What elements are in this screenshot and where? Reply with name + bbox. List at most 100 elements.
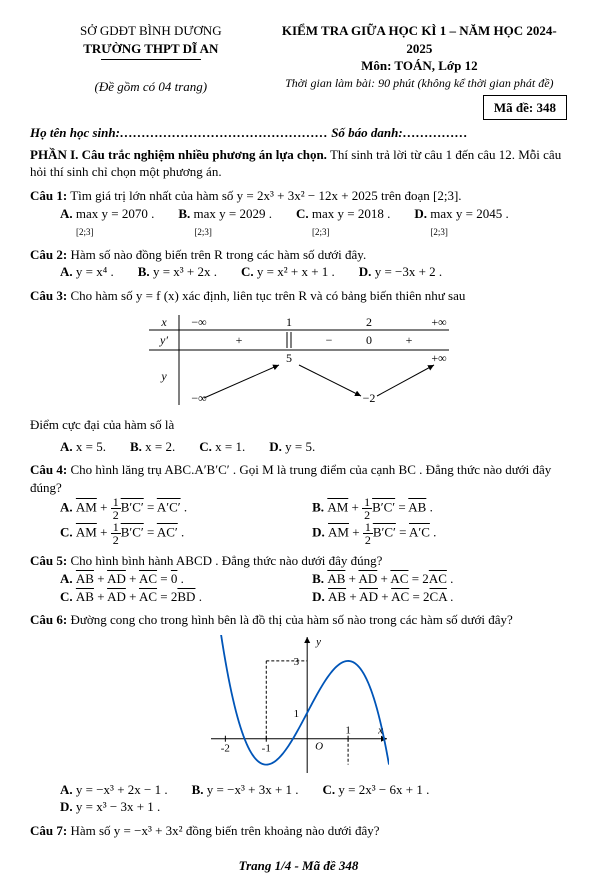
q6-label: Câu 6: [30, 612, 67, 627]
q6: Câu 6: Đường cong cho trong hình bên là … [30, 611, 567, 629]
q3-B-t: x = 2. [145, 439, 175, 454]
q3-A: A. x = 5. [60, 438, 106, 456]
q4-options: A. AM + 12B′C′ = A′C′ . B. AM + 12B′C′ =… [60, 496, 567, 546]
q4-label: Câu 4: [30, 462, 67, 477]
svg-text:+∞: +∞ [431, 315, 446, 329]
q4: Câu 4: Cho hình lăng trụ ABC.A′B′C′ . Gọ… [30, 461, 567, 496]
q1-D: D. max y = 2045 .[2;3] [414, 205, 508, 240]
variation-table: x y′ y −∞ 1 2 +∞ + − 0 + 5 +∞ −∞ −2 [139, 310, 459, 410]
svg-text:5: 5 [286, 351, 292, 365]
q6-B: B. y = −x³ + 3x + 1 . [192, 781, 299, 799]
q5-B: B. AB + AD + AC = 2AC . [312, 570, 540, 588]
q2-label: Câu 2: [30, 247, 67, 262]
q1-D-t: max y = 2045 . [430, 206, 508, 221]
q6-D: D. y = x³ − 3x + 1 . [60, 798, 160, 816]
q1: Câu 1: Tìm giá trị lớn nhất của hàm số y… [30, 187, 567, 205]
q2-D: D. y = −3x + 2 . [359, 263, 442, 281]
q5-label: Câu 5: [30, 553, 67, 568]
svg-text:y′: y′ [159, 333, 168, 347]
q2-D-t: y = −3x + 2 . [375, 264, 443, 279]
q1-options: A. max y = 2070 .[2;3] B. max y = 2029 .… [60, 205, 567, 240]
q5-C: C. AB + AD + AC = 2BD . [60, 588, 288, 606]
q2-A-t: y = x⁴ . [76, 264, 114, 279]
q6-C: C. y = 2x³ − 6x + 1 . [323, 781, 430, 799]
q6-options: A. y = −x³ + 2x − 1 . B. y = −x³ + 3x + … [60, 781, 567, 816]
q7-text: Hàm số y = −x³ + 3x² đồng biến trên khoả… [70, 823, 379, 838]
exam-code: Mã đề: 348 [483, 95, 567, 121]
part1: PHẦN I. Câu trắc nghiệm nhiều phương án … [30, 146, 567, 181]
svg-text:+: + [235, 333, 242, 347]
q2-B-t: y = x³ + 2x . [153, 264, 217, 279]
svg-text:+: + [405, 333, 412, 347]
q6-text: Đường cong cho trong hình bên là đồ thị … [70, 612, 512, 627]
svg-text:1: 1 [293, 707, 299, 719]
q1-B-s: [2;3] [194, 227, 212, 237]
q1-A-t: max y = 2070 . [76, 206, 154, 221]
svg-text:0: 0 [366, 333, 372, 347]
q5-options: A. AB + AD + AC = 0 . B. AB + AD + AC = … [60, 570, 567, 605]
q5: Câu 5: Cho hình bình hành ABCD . Đẳng th… [30, 552, 567, 570]
time-text: Thời gian làm bài: 90 phút (không kể thờ… [285, 76, 553, 90]
q1-D-s: [2;3] [430, 227, 448, 237]
svg-text:+∞: +∞ [431, 351, 446, 365]
q2-C-t: y = x² + x + 1 . [257, 264, 335, 279]
q6-A: A. y = −x³ + 2x − 1 . [60, 781, 168, 799]
svg-text:−2: −2 [362, 391, 375, 405]
svg-text:2: 2 [366, 315, 372, 329]
hr [101, 59, 201, 60]
q3-post: Điểm cực đại của hàm số là [30, 416, 567, 434]
q2-C: C. y = x² + x + 1 . [241, 263, 335, 281]
q6-B-t: y = −x³ + 3x + 1 . [207, 782, 299, 797]
svg-text:3: 3 [293, 656, 299, 668]
header-left: SỞ GDĐT BÌNH DƯƠNG TRƯỜNG THPT DĨ AN (Đề… [30, 22, 272, 120]
q3-text: Cho hàm số y = f (x) xác định, liên tục … [70, 288, 465, 303]
time: Thời gian làm bài: 90 phút (không kể thờ… [272, 75, 567, 91]
svg-text:1: 1 [286, 315, 292, 329]
q6-C-t: y = 2x³ − 6x + 1 . [338, 782, 429, 797]
dept: SỞ GDĐT BÌNH DƯƠNG [30, 22, 272, 40]
q4-B: B. AM + 12B′C′ = AB . [312, 496, 540, 521]
q4-A: A. AM + 12B′C′ = A′C′ . [60, 496, 288, 521]
q7-label: Câu 7: [30, 823, 67, 838]
q1-C-t: max y = 2018 . [312, 206, 390, 221]
q3-C: C. x = 1. [199, 438, 245, 456]
q5-A: A. AB + AD + AC = 0 . [60, 570, 288, 588]
q2: Câu 2: Hàm số nào đồng biến trên R trong… [30, 246, 567, 264]
q3: Câu 3: Cho hàm số y = f (x) xác định, li… [30, 287, 567, 305]
svg-text:x: x [160, 315, 167, 329]
exam-title: KIỂM TRA GIỮA HỌC KÌ 1 – NĂM HỌC 2024-20… [272, 22, 567, 57]
name-line: Họ tên học sinh:………………………………………… [30, 125, 328, 140]
q3-D-t: y = 5. [285, 439, 315, 454]
q6-graph: 31O-2-11xy [209, 635, 389, 775]
svg-text:y: y [160, 369, 167, 383]
q3-options: A. x = 5. B. x = 2. C. x = 1. D. y = 5. [60, 438, 567, 456]
svg-text:−∞: −∞ [191, 315, 206, 329]
q1-B-t: max y = 2029 . [194, 206, 272, 221]
school: TRƯỜNG THPT DĨ AN [30, 40, 272, 58]
svg-text:1: 1 [345, 724, 351, 736]
q1-text: Tìm giá trị lớn nhất của hàm số y = 2x³ … [70, 188, 461, 203]
q3-A-t: x = 5. [76, 439, 106, 454]
svg-text:x: x [377, 724, 383, 736]
part1-title: PHẦN I. Câu trắc nghiệm nhiều phương án … [30, 147, 327, 162]
q3-label: Câu 3: [30, 288, 67, 303]
subject: Môn: TOÁN, Lớp 12 [272, 57, 567, 75]
q2-A: A. y = x⁴ . [60, 263, 114, 281]
q3-C-t: x = 1. [215, 439, 245, 454]
q2-text: Hàm số nào đồng biến trên R trong các hà… [70, 247, 366, 262]
q5-D: D. AB + AD + AC = 2CA . [312, 588, 540, 606]
q1-C: C. max y = 2018 .[2;3] [296, 205, 390, 240]
footer: Trang 1/4 - Mã đề 348 [30, 857, 567, 875]
q5-text: Cho hình bình hành ABCD . Đẳng thức nào … [70, 553, 382, 568]
q1-A: A. max y = 2070 .[2;3] [60, 205, 154, 240]
q6-A-t: y = −x³ + 2x − 1 . [76, 782, 168, 797]
q2-options: A. y = x⁴ . B. y = x³ + 2x . C. y = x² +… [60, 263, 567, 281]
svg-text:O: O [315, 740, 323, 752]
svg-text:−: − [325, 333, 332, 347]
header: SỞ GDĐT BÌNH DƯƠNG TRƯỜNG THPT DĨ AN (Đề… [30, 22, 567, 120]
svg-text:-2: -2 [220, 742, 229, 754]
q3-D: D. y = 5. [269, 438, 315, 456]
q4-C: C. AM + 12B′C′ = AC′ . [60, 521, 288, 546]
q1-C-s: [2;3] [312, 227, 330, 237]
q3-B: B. x = 2. [130, 438, 175, 456]
